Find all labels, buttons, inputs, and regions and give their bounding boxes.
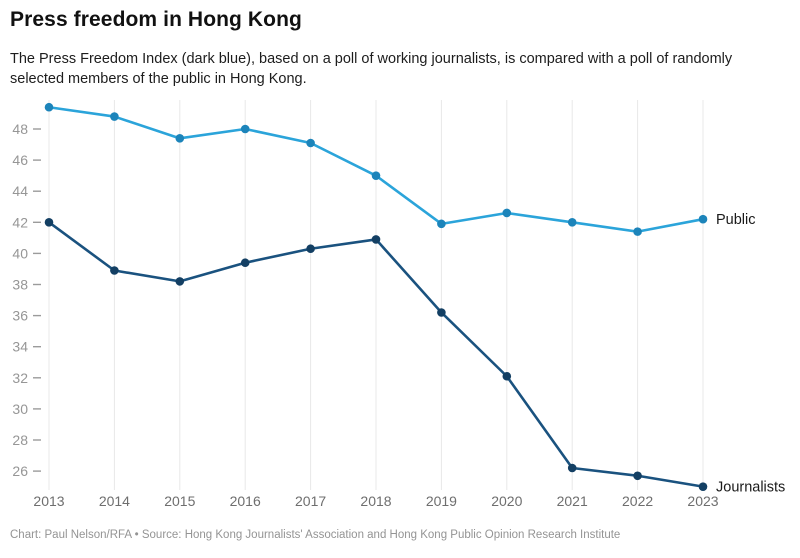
data-point-journalists: [240, 258, 250, 268]
chart-subtitle-line2: selected members of the public in Hong K…: [10, 71, 307, 87]
data-point-journalists: [437, 308, 446, 317]
x-axis-label: 2022: [622, 493, 653, 509]
data-point-public: [175, 134, 185, 143]
x-axis-label: 2015: [164, 493, 195, 509]
chart-subtitle-line1: The Press Freedom Index (dark blue), bas…: [10, 51, 733, 67]
x-axis-label: 2018: [360, 493, 391, 509]
data-point-journalists: [633, 471, 642, 481]
y-axis-label: 34: [12, 339, 28, 355]
data-point-journalists: [698, 482, 708, 491]
y-axis-label: 42: [12, 214, 28, 230]
data-point-public: [240, 124, 250, 134]
series-label-public: Public: [716, 212, 756, 228]
y-axis-label: 26: [12, 463, 28, 479]
y-axis-label: 36: [12, 308, 28, 324]
data-point-journalists: [502, 371, 512, 381]
chart-credit: Chart: Paul Nelson/RFA • Source: Hong Ko…: [10, 529, 621, 541]
y-axis-label: 30: [12, 401, 28, 417]
data-point-journalists: [175, 277, 185, 286]
y-axis-label: 38: [12, 277, 28, 293]
series-label-journalists: Journalists: [716, 480, 785, 496]
data-point-public: [44, 102, 54, 112]
data-point-public: [306, 138, 315, 148]
y-axis-label: 48: [12, 121, 28, 137]
data-point-public: [371, 171, 381, 180]
x-axis-label: 2019: [426, 493, 457, 509]
data-point-journalists: [306, 244, 315, 254]
data-point-journalists: [371, 235, 381, 244]
data-point-public: [698, 214, 708, 224]
x-axis-label: 2013: [33, 493, 64, 509]
data-point-public: [633, 227, 642, 236]
x-axis-label: 2016: [230, 493, 261, 509]
y-axis-label: 40: [12, 245, 28, 261]
data-point-public: [567, 218, 577, 227]
data-point-journalists: [110, 266, 119, 275]
x-axis-label: 2023: [687, 493, 718, 509]
y-axis-label: 46: [12, 152, 28, 168]
line-chart-svg: 2013 2014 2015 2016 2017 2018 2019 2020 2021 2022…: [12, 100, 785, 509]
data-point-journalists: [567, 463, 577, 473]
x-axis-label: 2014: [99, 493, 130, 509]
y-axis-label: 44: [12, 183, 28, 199]
x-axis-label: 2020: [491, 493, 522, 509]
x-axis-label: 2021: [557, 493, 588, 509]
data-point-public: [110, 112, 119, 121]
data-point-public: [437, 219, 446, 229]
data-point-journalists: [44, 218, 54, 227]
y-axis-label: 28: [12, 432, 28, 448]
chart-subtitle: The Press Freedom Index (dark blue), bas…: [10, 49, 790, 89]
data-point-public: [502, 208, 512, 218]
x-axis-label: 2017: [295, 493, 326, 509]
line-chart: 2013 2014 2015 2016 2017 2018 2019 2020 2021 2022…: [0, 95, 800, 515]
page-title: Press freedom in Hong Kong: [10, 8, 302, 31]
y-axis-label: 32: [12, 370, 28, 386]
